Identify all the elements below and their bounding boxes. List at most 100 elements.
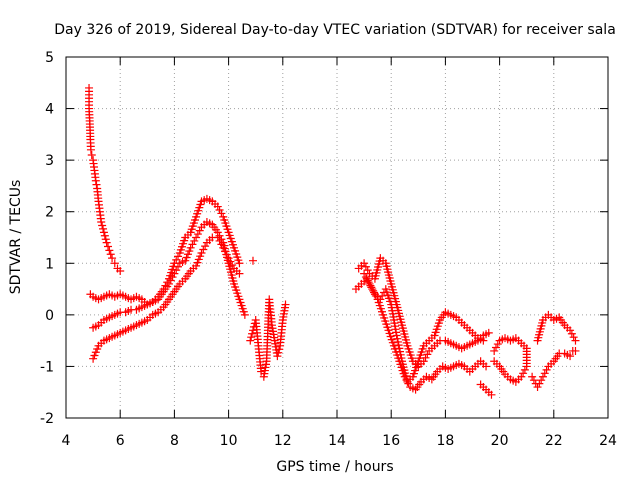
data-point-interp xyxy=(220,247,229,256)
data-point-interp xyxy=(275,345,284,354)
data-point-interp xyxy=(201,242,210,251)
data-point xyxy=(533,383,542,392)
data-point-interp xyxy=(248,329,257,338)
data-point-interp xyxy=(222,250,231,259)
data-point xyxy=(522,362,531,371)
y-axis-label: SDTVAR / TECUs xyxy=(8,180,24,295)
y-tick-label: 3 xyxy=(45,153,54,169)
data-point-interp xyxy=(364,278,373,287)
data-point xyxy=(99,228,108,237)
data-point-interp xyxy=(215,236,224,245)
data-point xyxy=(566,352,575,361)
data-point-interp xyxy=(106,250,115,259)
data-point-interp xyxy=(404,379,413,388)
data-point xyxy=(571,336,580,345)
data-point xyxy=(170,269,179,278)
data-point xyxy=(213,233,222,242)
data-point xyxy=(87,150,96,159)
data-point-interp xyxy=(493,340,502,349)
data-point-interp xyxy=(369,286,378,295)
data-point-interp xyxy=(172,266,181,275)
data-point-interp xyxy=(363,266,372,275)
data-point-interp xyxy=(569,333,578,342)
chart-title: Day 326 of 2019, Sidereal Day-to-day VTE… xyxy=(54,22,616,38)
data-point-interp xyxy=(217,209,226,218)
x-tick-label: 6 xyxy=(116,433,125,449)
data-point-interp xyxy=(378,291,387,300)
data-point xyxy=(479,336,488,345)
data-point xyxy=(219,243,228,252)
y-tick-label: -1 xyxy=(40,359,54,375)
x-tick-label: 18 xyxy=(436,433,454,449)
data-point-interp xyxy=(100,231,109,240)
data-point-interp xyxy=(529,376,538,385)
data-point-interp xyxy=(228,261,237,270)
data-point-interp xyxy=(195,226,204,235)
data-point xyxy=(116,267,125,276)
data-point xyxy=(91,176,100,185)
data-point xyxy=(368,285,377,294)
x-tick-label: 4 xyxy=(62,433,71,449)
x-tick-label: 22 xyxy=(545,433,563,449)
data-point-interp xyxy=(199,245,208,254)
data-point xyxy=(108,254,117,263)
data-point-interp xyxy=(370,288,379,297)
data-point-interp xyxy=(491,343,500,352)
data-point xyxy=(235,259,244,268)
data-point-interp xyxy=(172,255,181,264)
data-point xyxy=(110,259,119,268)
data-point-interp xyxy=(535,379,544,388)
x-tick-label: 20 xyxy=(491,433,509,449)
data-point-interp xyxy=(423,350,432,359)
data-point-interp xyxy=(174,252,183,261)
data-point xyxy=(273,352,282,361)
data-point-interp xyxy=(217,240,226,249)
data-point-interp xyxy=(226,257,235,266)
data-point-interp xyxy=(98,221,107,230)
data-point-interp xyxy=(367,283,376,292)
data-point-interp xyxy=(540,369,549,378)
data-point-interp xyxy=(519,369,528,378)
data-points xyxy=(85,83,580,399)
data-point-interp xyxy=(188,240,197,249)
data-point-interp xyxy=(366,281,375,290)
data-point-interp xyxy=(190,236,199,245)
data-point xyxy=(571,346,580,355)
data-point-interp xyxy=(567,329,576,338)
data-point xyxy=(235,269,244,278)
data-point-interp xyxy=(274,348,283,357)
x-tick-label: 14 xyxy=(328,433,346,449)
data-point xyxy=(213,202,222,211)
data-point xyxy=(224,254,233,263)
data-point xyxy=(362,274,371,283)
data-point xyxy=(538,372,547,381)
data-point xyxy=(281,300,290,309)
data-point xyxy=(192,233,201,242)
x-tick-label: 16 xyxy=(382,433,400,449)
x-tick-label: 8 xyxy=(170,433,179,449)
data-point-interp xyxy=(101,235,110,244)
data-point-interp xyxy=(537,376,546,385)
data-point xyxy=(240,310,249,319)
data-point-interp xyxy=(166,276,175,285)
y-axis-ticks: 5 4 3 2 1 0 -1 -2 xyxy=(40,50,608,427)
data-point-interp xyxy=(168,273,177,282)
data-point xyxy=(528,372,537,381)
data-point-interp xyxy=(92,180,101,189)
data-point xyxy=(490,346,499,355)
data-point-interp xyxy=(361,262,370,271)
data-point-interp xyxy=(99,224,108,233)
data-point-interp xyxy=(247,333,256,342)
data-point xyxy=(248,256,257,265)
data-point xyxy=(360,259,369,268)
data-point xyxy=(105,246,114,255)
data-point-interp xyxy=(363,276,372,285)
data-point xyxy=(490,357,499,366)
y-tick-label: 0 xyxy=(45,308,54,324)
x-axis-label: GPS time / hours xyxy=(276,459,393,475)
data-point xyxy=(86,145,95,154)
data-point xyxy=(97,218,106,227)
y-tick-label: -2 xyxy=(40,411,54,427)
data-point-interp xyxy=(361,273,370,282)
data-point xyxy=(487,390,496,399)
